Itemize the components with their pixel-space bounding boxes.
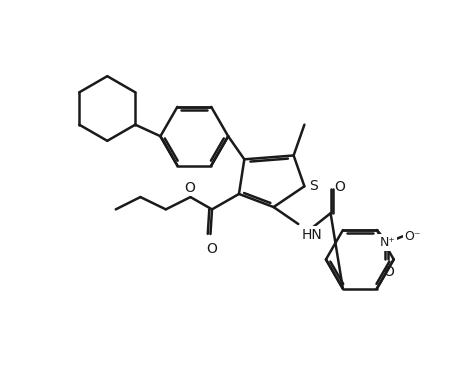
Text: O: O: [334, 180, 345, 194]
Text: O⁻: O⁻: [404, 230, 420, 243]
Text: O: O: [184, 181, 195, 195]
Text: S: S: [309, 179, 318, 193]
Text: O: O: [384, 265, 395, 279]
Text: HN: HN: [302, 228, 323, 242]
Text: O: O: [206, 242, 218, 256]
Text: N⁺: N⁺: [380, 236, 396, 249]
